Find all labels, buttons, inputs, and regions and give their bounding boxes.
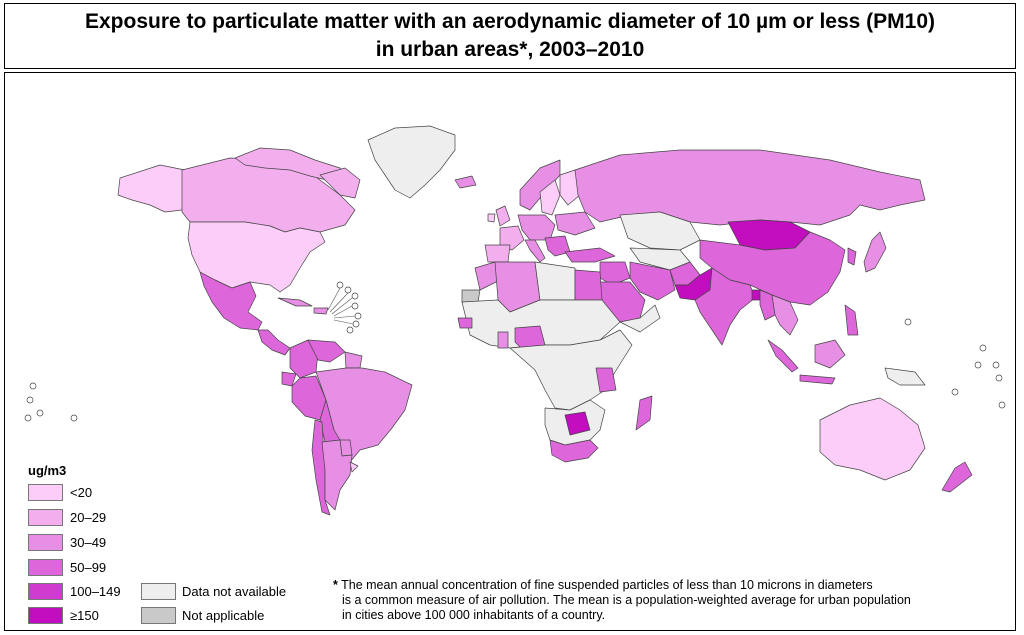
legend-label-lt20: <20 [70,485,93,500]
legend-swatch-not-available [141,583,176,600]
legend-label-gte150: ≥150 [70,608,99,623]
central-europe [517,214,556,241]
legend-swatch-gte150 [28,607,63,624]
sumatra [767,339,799,373]
legend-label-50-99: 50–99 [70,560,107,575]
greenland [367,125,456,199]
island-marker [351,302,359,310]
uk [495,205,511,227]
legend-label-20-29: 20–29 [70,510,107,525]
ghana [497,331,509,349]
legend-label-not-available: Data not available [182,584,287,599]
yemen-oman [619,304,661,333]
island-marker [992,361,1000,369]
new-guinea [884,367,926,386]
ireland [487,213,496,223]
island-marker [352,320,360,328]
title-box: Exposure to particulate matter with an a… [4,3,1016,69]
legend-unit: ug/m3 [28,463,67,478]
borneo [814,339,846,369]
footnote: * The mean annual concentration of fine … [333,578,993,623]
australia [819,397,926,481]
turkey [564,247,616,263]
island-marker [354,312,362,320]
legend-swatch-not-applicable [141,607,176,624]
legend-swatch-50-99 [28,559,63,576]
senegal-gambia [457,317,473,329]
footnote-line-1: * The mean annual concentration of fine … [333,578,993,593]
map-title-line-2: in urban areas*, 2003–2010 [375,38,645,61]
island-marker [974,361,982,369]
island-marker [29,382,37,390]
iceland [454,175,477,189]
footnote-star: * [333,578,338,592]
footnote-line-2: is a common measure of air pollution. Th… [342,593,911,607]
korea [847,247,857,266]
ukraine-belarus [554,211,596,236]
indochina [771,294,799,336]
island-marker [979,344,987,352]
guianas [344,351,363,369]
venezuela [307,339,346,363]
finland [559,169,581,206]
libya [534,261,576,301]
new-zealand [941,461,973,493]
footnote-line-3: in cities above 100 000 inhabitants of a… [342,608,606,622]
map-title-line-1: Exposure to particulate matter with an a… [84,10,936,33]
island-marker [70,414,78,422]
java [799,374,836,385]
island-marker [351,292,359,300]
japan [863,231,887,273]
hispaniola [313,307,329,315]
mexico [199,271,263,331]
botswana [564,411,591,436]
legend-swatch-100-149 [28,583,63,600]
egypt [574,269,603,301]
footnote-text-1: The mean annual concentration of fine su… [341,578,873,592]
sweden [539,179,561,216]
island-marker [24,414,32,422]
baffin-island [319,167,361,199]
philippines [844,304,859,336]
island-marker [998,401,1006,409]
legend-label-30-49: 30–49 [70,535,107,550]
india [694,267,756,346]
france [499,225,525,251]
world-map [24,125,1006,516]
uruguay [349,461,359,473]
russia [574,149,926,226]
island-marker [336,281,344,289]
legend-label-100-149: 100–149 [70,584,121,599]
western-sahara [461,289,481,303]
myanmar [759,289,776,321]
legend-swatch-30-49 [28,534,63,551]
central-america [257,329,291,356]
island-marker [346,326,354,334]
kazakhstan [619,211,701,251]
legend-swatch-20-29 [28,509,63,526]
legend-swatch-lt20 [28,484,63,501]
island-marker [904,318,912,326]
south-africa [549,439,599,463]
alaska [117,164,186,213]
map-frame [4,72,1016,631]
cuba [277,297,313,307]
italy [524,239,546,263]
island-marker [26,396,34,404]
balkans [544,235,571,257]
iberia [484,244,511,263]
island-marker [344,286,352,294]
bangladesh [751,289,761,301]
chile [311,419,331,516]
argentina [321,439,353,511]
iraq-syria [599,261,631,286]
island-marker [995,374,1003,382]
legend-label-not-applicable: Not applicable [182,608,265,623]
madagascar [635,395,653,431]
bolivia [319,399,341,443]
east-africa [595,367,617,393]
island-marker [951,388,959,396]
island-marker [36,409,44,417]
